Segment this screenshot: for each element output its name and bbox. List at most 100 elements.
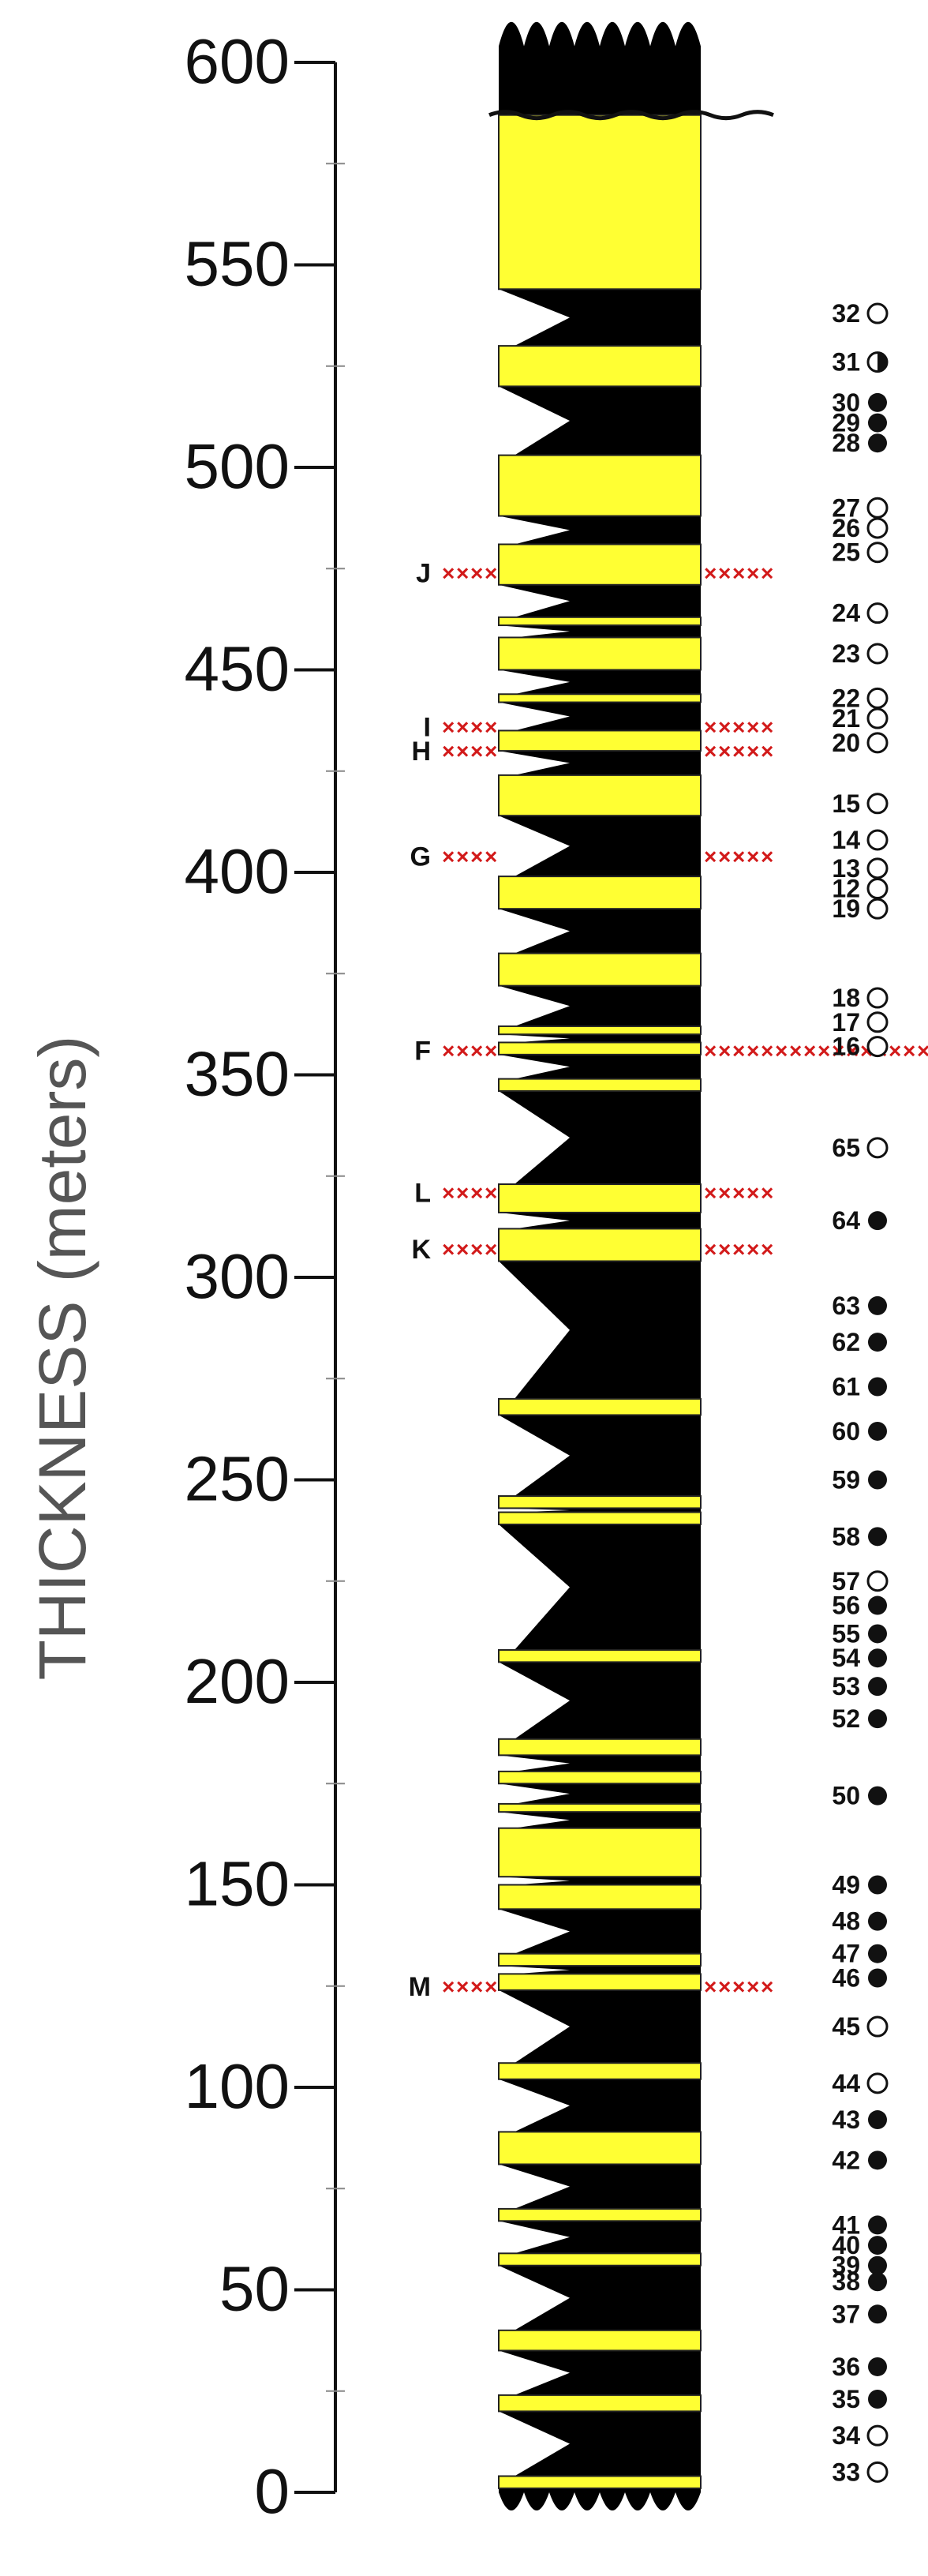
sand-bed	[498, 2062, 702, 2080]
open-circle-symbol	[866, 542, 889, 564]
sand-bed	[498, 1025, 702, 1036]
sample-number: 61	[832, 1373, 860, 1401]
sample-entry: 23	[832, 639, 889, 668]
sample-number: 42	[832, 2146, 860, 2174]
cross-mark: ×	[485, 1039, 497, 1063]
sample-number: 65	[832, 1134, 860, 1162]
sand-bed	[498, 2252, 702, 2267]
sample-number: 26	[832, 514, 860, 542]
sample-entry: 18	[832, 984, 889, 1012]
sample-number: 14	[832, 826, 860, 854]
cross-mark: ×	[732, 1974, 745, 1999]
cross-mark: ×	[456, 1237, 469, 1262]
cross-mark: ×	[761, 561, 773, 585]
cross-mark: ×	[704, 714, 717, 739]
sample-number: 31	[832, 348, 860, 377]
cross-mark: ×	[442, 844, 455, 868]
sample-entry: 65	[832, 1134, 889, 1162]
sand-bed	[498, 1952, 702, 1967]
sample-number: 36	[832, 2353, 860, 2381]
cross-mark: ×	[747, 1974, 759, 1999]
cross-mark: ×	[718, 739, 731, 763]
open-circle-symbol	[866, 987, 889, 1009]
sample-number: 28	[832, 429, 860, 457]
tick-label: 500	[185, 431, 290, 501]
sand-bed	[498, 616, 702, 627]
filled-circle-symbol	[868, 1677, 887, 1697]
cross-mark: ×	[747, 1237, 759, 1262]
sample-number: 40	[832, 2231, 860, 2259]
sample-entry: 31	[832, 348, 889, 377]
sample-number: 38	[832, 2267, 860, 2296]
sample-entry: 61	[832, 1373, 887, 1401]
cross-mark: ×	[761, 844, 773, 868]
sample-entry: 39	[832, 2252, 887, 2280]
filled-circle-symbol	[868, 2390, 887, 2409]
filled-circle-symbol	[868, 2304, 887, 2324]
sand-bed	[498, 2394, 702, 2413]
cross-mark: ×	[761, 1974, 773, 1999]
horizon-marker: L × × × × × × × × ×	[414, 1178, 773, 1208]
sand-bed	[498, 2475, 702, 2489]
sample-number: 21	[832, 704, 860, 733]
cross-mark: ×	[470, 739, 483, 763]
sand-bed	[498, 1738, 702, 1757]
cross-mark: ×	[718, 714, 731, 739]
cross-mark: ×	[485, 1237, 497, 1262]
cross-mark: ×	[470, 561, 483, 585]
sample-number: 16	[832, 1033, 860, 1061]
sample-number: 52	[832, 1704, 860, 1733]
cross-mark: ×	[917, 1039, 928, 1063]
sample-number: 30	[832, 388, 860, 417]
filled-circle-symbol	[868, 433, 887, 453]
sand-bed	[498, 1648, 702, 1663]
cross-mark: ×	[470, 1039, 483, 1063]
sample-number: 62	[832, 1328, 860, 1356]
open-circle-symbol	[866, 829, 889, 851]
sand-bed	[498, 729, 702, 752]
tick-label: 150	[185, 1849, 290, 1919]
sample-entry: 57	[832, 1567, 889, 1595]
column-top-cap	[499, 21, 701, 115]
cross-mark: ×	[456, 844, 469, 868]
sample-entry: 58	[832, 1522, 887, 1550]
sample-entry: 38	[832, 2267, 887, 2296]
cross-mark: ×	[732, 1237, 745, 1262]
cross-mark: ×	[718, 844, 731, 868]
sample-entry: 52	[832, 1704, 887, 1733]
filled-circle-symbol	[868, 2150, 887, 2170]
cross-mark: ×	[442, 714, 455, 739]
filled-circle-symbol	[868, 1295, 887, 1315]
horizon-marker: M × × × × × × × × ×	[409, 1972, 774, 2002]
sample-number: 23	[832, 639, 860, 668]
sample-number: 13	[832, 854, 860, 883]
sample-number: 33	[832, 2458, 860, 2486]
cross-mark: ×	[485, 739, 497, 763]
cross-mark: ×	[718, 561, 731, 585]
cross-mark: ×	[747, 1039, 759, 1063]
cross-mark: ×	[732, 1180, 745, 1205]
cross-mark: ×	[704, 1974, 717, 1999]
open-circle-symbol	[866, 898, 889, 920]
filled-circle-symbol	[868, 1211, 887, 1231]
filled-circle-symbol	[868, 2357, 887, 2376]
sample-number: 24	[832, 599, 860, 628]
open-circle-symbol	[866, 302, 889, 324]
filled-circle-symbol	[868, 1377, 887, 1397]
cross-mark: ×	[903, 1039, 915, 1063]
tick-label: 550	[185, 229, 290, 299]
filled-circle-symbol	[868, 1333, 887, 1352]
horizon-label: K	[411, 1235, 431, 1265]
open-circle-symbol	[866, 857, 889, 879]
sample-entry: 22	[832, 684, 889, 712]
sample-entry: 42	[832, 2146, 887, 2174]
sample-number: 25	[832, 538, 860, 567]
sand-bed	[498, 1397, 702, 1416]
filled-circle-symbol	[868, 2272, 887, 2292]
sample-number: 19	[832, 894, 860, 923]
sample-entry: 59	[832, 1466, 887, 1494]
filled-circle-symbol	[868, 1709, 887, 1729]
horizon-label: G	[410, 842, 431, 872]
sample-entry: 48	[832, 1907, 887, 1936]
